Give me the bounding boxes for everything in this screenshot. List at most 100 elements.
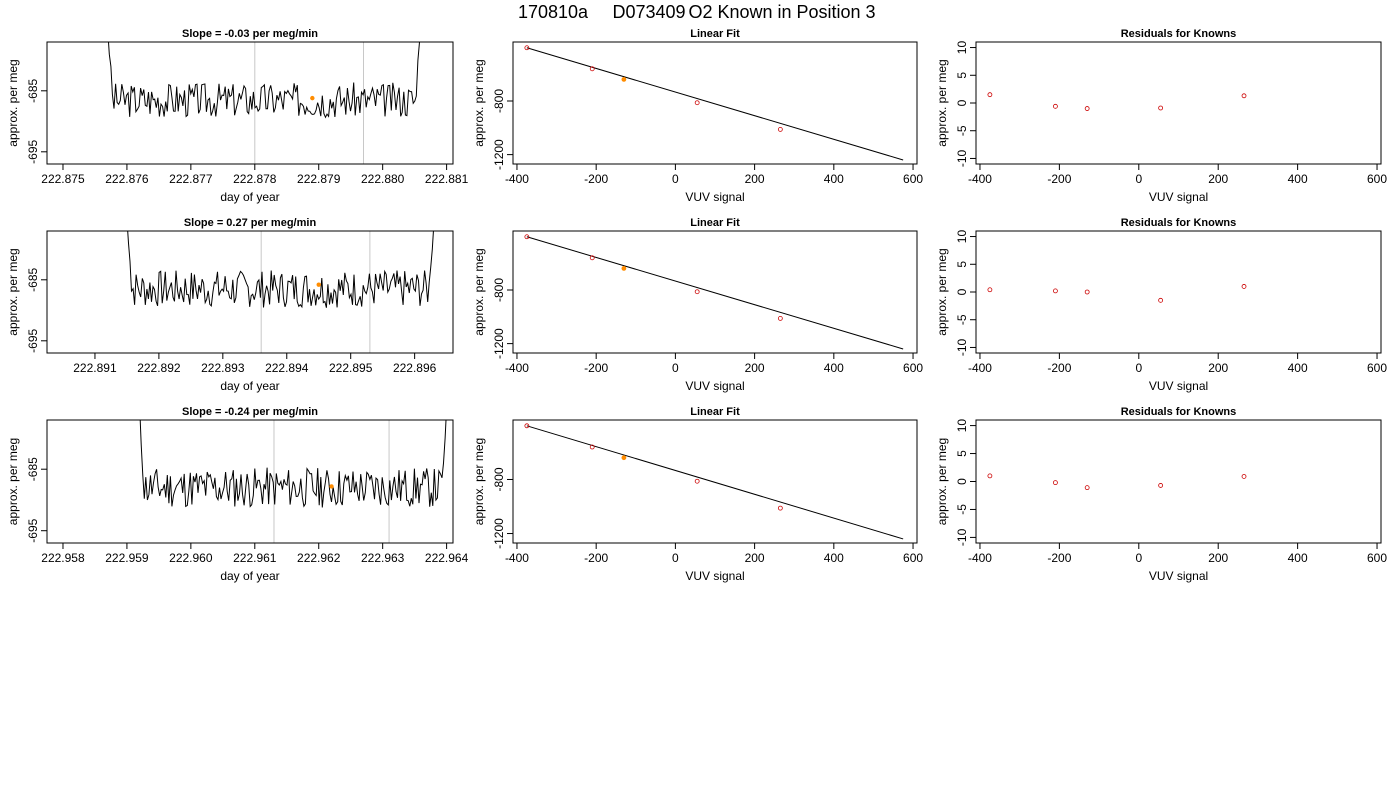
y-axis-label: approx. per meg xyxy=(935,59,949,146)
figure-title-desc: O2 Known in Position 3 xyxy=(688,2,875,22)
y-tick-label: 5 xyxy=(955,450,969,457)
x-tick-label: 0 xyxy=(1135,361,1142,375)
plot-area xyxy=(139,420,447,543)
x-axis-label: day of year xyxy=(220,190,279,204)
figure-title-id: D073409 xyxy=(612,2,685,22)
x-tick-label: 600 xyxy=(1367,361,1387,375)
data-point xyxy=(777,505,783,511)
y-tick-label: -1200 xyxy=(492,518,506,549)
y-tick-label: -695 xyxy=(26,518,40,542)
data-point xyxy=(589,444,595,450)
x-tick-label: -200 xyxy=(1047,172,1071,186)
x-axis-label: VUV signal xyxy=(685,569,744,583)
data-point xyxy=(524,423,530,429)
y-tick-label: -695 xyxy=(26,139,40,163)
x-tick-label: 222.959 xyxy=(105,551,149,565)
x-tick-label: 222.880 xyxy=(361,172,405,186)
highlight-marker xyxy=(329,484,334,489)
x-tick-label: 222.960 xyxy=(169,551,213,565)
data-point xyxy=(987,473,993,479)
data-point xyxy=(987,92,993,98)
x-tick-label: 600 xyxy=(903,172,923,186)
y-tick-label: 10 xyxy=(955,230,969,244)
panel-1-3: Residuals for Knowns -400 -200 0 200 400 600 -1… xyxy=(935,28,1387,204)
highlight-marker xyxy=(316,282,321,287)
figure-title-run: 170810a xyxy=(518,2,589,22)
panel-2-3: Residuals for Knowns -400 -200 0 200 400 600 -1… xyxy=(935,217,1387,393)
plot-area xyxy=(987,284,1247,303)
x-tick-label: 200 xyxy=(745,172,765,186)
y-tick-label: -10 xyxy=(955,338,969,356)
data-point xyxy=(589,66,595,72)
data-trace xyxy=(107,42,421,119)
data-point xyxy=(1241,474,1247,479)
fit-line xyxy=(526,47,904,161)
x-tick-label: 200 xyxy=(745,551,765,565)
data-point xyxy=(1158,483,1164,488)
data-point xyxy=(1241,93,1247,99)
x-tick-label: -400 xyxy=(505,172,529,186)
plot-frame xyxy=(46,230,454,354)
x-tick-label: 0 xyxy=(672,172,679,186)
x-tick-label: 0 xyxy=(1135,172,1142,186)
x-tick-label: 222.963 xyxy=(361,551,405,565)
x-tick-label: -400 xyxy=(968,361,992,375)
x-axis-label: VUV signal xyxy=(1149,379,1208,393)
x-tick-label: 400 xyxy=(1288,172,1308,186)
y-tick-label: -1200 xyxy=(492,328,506,359)
x-tick-label: 600 xyxy=(903,361,923,375)
x-tick-label: 400 xyxy=(1288,361,1308,375)
x-axis-label: VUV signal xyxy=(685,190,744,204)
x-tick-label: -200 xyxy=(1047,551,1071,565)
data-point xyxy=(694,478,700,484)
x-tick-label: 222.877 xyxy=(169,172,213,186)
panel-title: Linear Fit xyxy=(690,406,740,418)
y-tick-label: 10 xyxy=(955,41,969,55)
y-tick-label: 10 xyxy=(955,419,969,433)
x-tick-label: -200 xyxy=(1047,361,1071,375)
y-axis-label: approx. per meg xyxy=(935,438,949,525)
x-tick-label: 222.894 xyxy=(265,361,309,375)
data-point xyxy=(1053,480,1058,486)
y-tick-label: -695 xyxy=(26,328,40,352)
y-tick-label: 5 xyxy=(955,261,969,268)
y-tick-label: 0 xyxy=(955,288,969,295)
plot-frame xyxy=(512,419,918,544)
x-tick-label: -200 xyxy=(584,172,608,186)
x-tick-label: 222.892 xyxy=(137,361,181,375)
panel-1-2: Linear Fit -400 -200 0 200 400 600 -800 -1200 VUV… xyxy=(472,28,923,204)
y-axis-label: approx. per meg xyxy=(6,59,20,146)
panel-title: Slope = -0.24 per meg/min xyxy=(182,406,318,418)
data-point xyxy=(777,316,783,321)
data-point xyxy=(1053,288,1058,294)
x-tick-label: 222.876 xyxy=(105,172,149,186)
y-axis-label: approx. per meg xyxy=(935,248,949,335)
y-tick-label: -685 xyxy=(26,267,40,291)
x-tick-label: 222.961 xyxy=(233,551,277,565)
x-tick-label: 222.875 xyxy=(41,172,85,186)
y-tick-label: -800 xyxy=(492,278,506,302)
x-tick-label: 200 xyxy=(1208,361,1228,375)
y-axis-label: approx. per meg xyxy=(472,438,486,525)
y-tick-label: 0 xyxy=(955,99,969,106)
plot-frame xyxy=(975,419,1382,544)
panel-3-1: Slope = -0.24 per meg/min 222.958 222.959 2… xyxy=(6,406,469,583)
data-point xyxy=(1158,105,1164,111)
plot-frame xyxy=(975,230,1382,354)
panel-grid: Slope = -0.03 per meg/min 222.875 222.876 2… xyxy=(6,28,1387,583)
x-tick-label: -400 xyxy=(968,172,992,186)
panel-3-2: Linear Fit -400 -200 0 200 400 600 -800 -1200 VUV… xyxy=(472,406,923,583)
x-tick-label: 600 xyxy=(1367,172,1387,186)
highlight-point xyxy=(621,77,627,82)
y-tick-label: 0 xyxy=(955,478,969,485)
x-tick-label: 400 xyxy=(824,551,844,565)
data-point xyxy=(1084,106,1090,111)
data-point xyxy=(1241,284,1247,289)
y-tick-label: -1200 xyxy=(492,139,506,170)
data-point xyxy=(777,127,783,132)
data-point xyxy=(1084,485,1090,491)
x-tick-label: -400 xyxy=(505,361,529,375)
plot-area xyxy=(524,234,904,350)
panel-title: Residuals for Knowns xyxy=(1121,28,1237,40)
